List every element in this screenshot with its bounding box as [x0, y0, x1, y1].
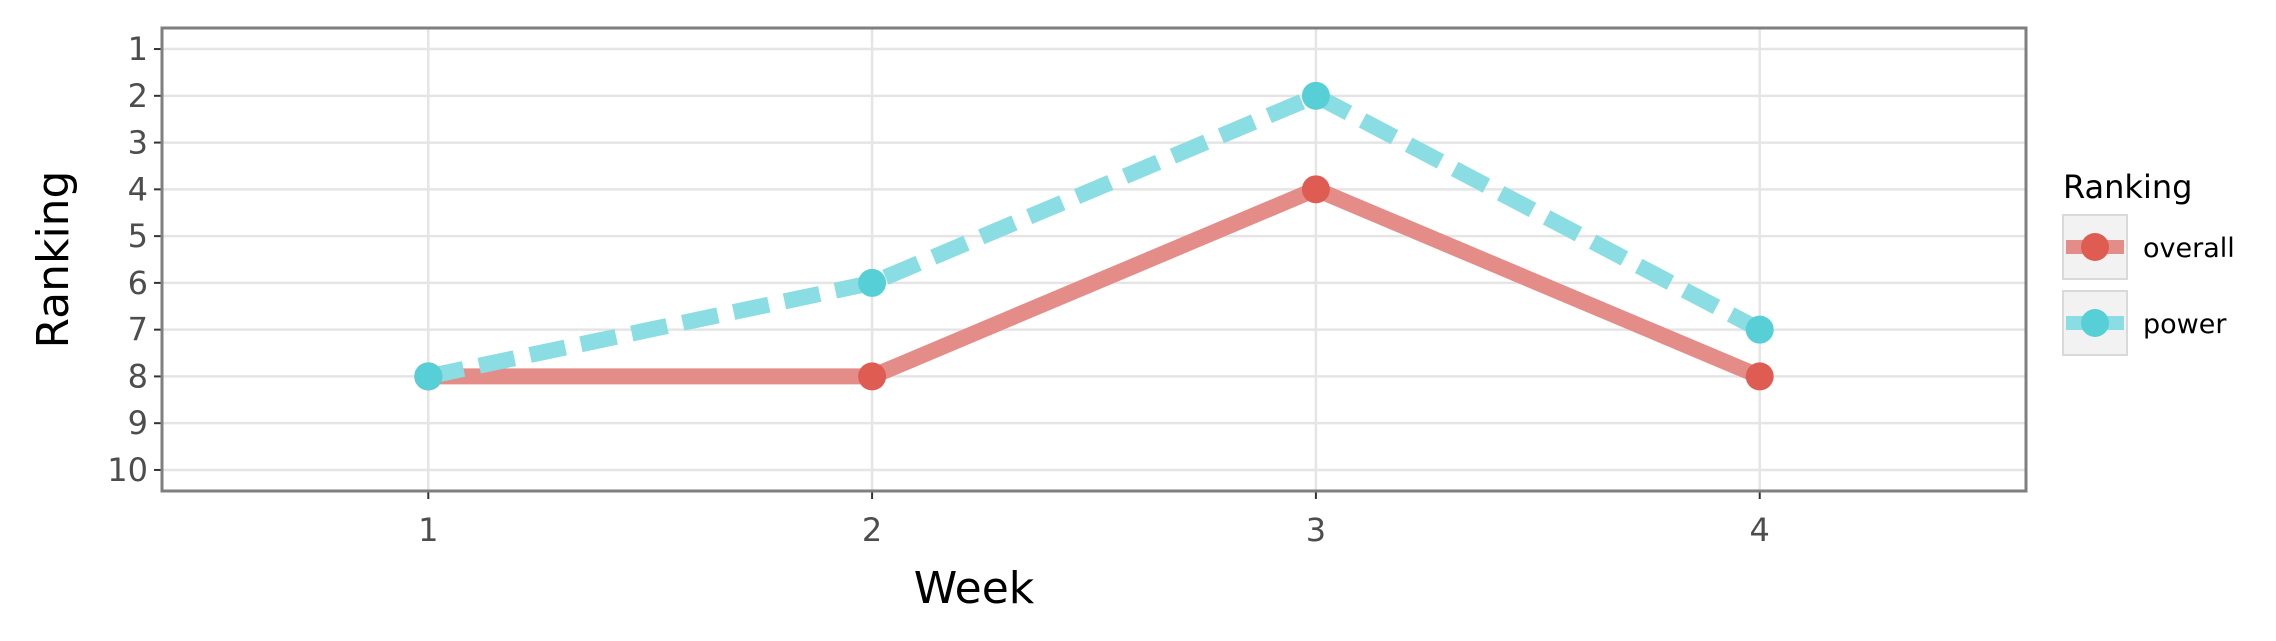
data-point-overall [1301, 175, 1330, 204]
legend-key-point-overall [2081, 233, 2109, 261]
y-tick-label: 5 [128, 217, 148, 255]
y-tick-label: 1 [128, 30, 148, 68]
y-tick-label: 3 [128, 124, 148, 162]
data-point-power [858, 268, 887, 297]
y-tick-label: 9 [128, 404, 148, 442]
x-tick-label: 4 [1750, 511, 1770, 549]
plot-panel-border [160, 26, 2028, 493]
series-line-overall [428, 181, 1763, 385]
x-tick-label: 2 [862, 511, 882, 549]
y-tick-label: 10 [107, 451, 148, 489]
legend-label-power: power [2143, 309, 2227, 340]
y-axis-ticks: 1 2 3 4 5 6 7 8 9 10 [107, 30, 162, 489]
y-tick-label: 2 [128, 77, 148, 115]
data-point-power [414, 362, 443, 391]
y-tick-label: 4 [128, 170, 148, 208]
y-axis-title: Ranking [28, 171, 79, 349]
y-tick-label: 8 [128, 357, 148, 395]
data-point-power [1745, 315, 1774, 344]
data-point-power [1301, 81, 1330, 110]
data-point-overall [1745, 362, 1774, 391]
series-lines [426, 87, 1764, 385]
x-axis-title: Week [914, 563, 1035, 614]
legend-label-overall: overall [2143, 233, 2235, 264]
x-tick-label: 3 [1306, 511, 1326, 549]
y-tick-label: 6 [128, 264, 148, 302]
x-axis-ticks: 1 2 3 4 [418, 491, 1770, 549]
data-point-overall [858, 362, 887, 391]
legend-key-point-power [2081, 309, 2109, 337]
legend: Ranking overall power [2062, 168, 2235, 356]
y-tick-label: 7 [128, 311, 148, 349]
x-tick-label: 1 [418, 511, 438, 549]
legend-title: Ranking [2063, 168, 2192, 206]
series-line-power [426, 87, 1764, 385]
series-points [414, 81, 1774, 391]
